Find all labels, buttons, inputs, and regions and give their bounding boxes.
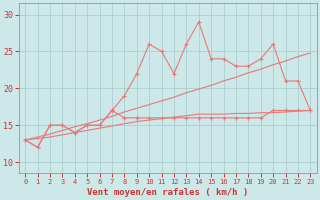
X-axis label: Vent moyen/en rafales ( km/h ): Vent moyen/en rafales ( km/h ) [87, 188, 248, 197]
